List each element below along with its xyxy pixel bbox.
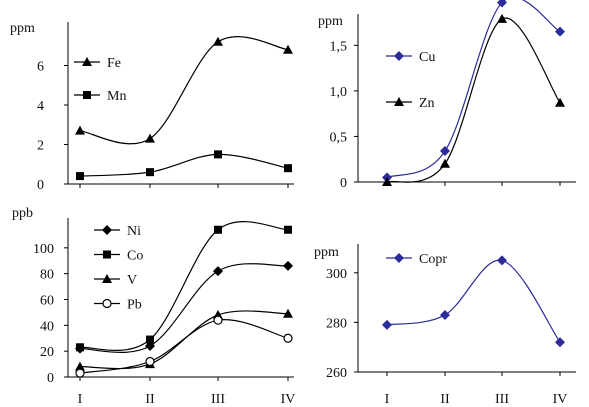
x-tick-label: IV (553, 392, 568, 407)
series-line-pb (80, 320, 288, 373)
y-tick-label: 40 (40, 319, 54, 334)
data-point-zn (555, 98, 565, 107)
y-tick-label: 20 (40, 345, 54, 360)
data-point-cu (555, 27, 565, 37)
data-point-copr (382, 320, 392, 330)
x-tick-label: II (145, 392, 155, 407)
series-line-copr (387, 260, 560, 342)
data-point-pb (76, 369, 84, 377)
legend-label: Copr (419, 252, 447, 267)
legend-label: Fe (107, 56, 121, 71)
data-point-mn (76, 172, 84, 180)
x-tick-label: III (211, 392, 225, 407)
series-copr (382, 255, 565, 347)
data-point-co (284, 226, 292, 234)
legend-item-copr: Copr (386, 252, 447, 267)
series-line-zn (387, 18, 560, 182)
legend-item-fe: Fe (74, 56, 121, 71)
legend-marker-copr (394, 253, 404, 263)
legend-label: Pb (127, 298, 142, 313)
legend-label: Mn (107, 89, 126, 104)
legend-item-ni: Ni (94, 224, 141, 239)
legend-marker-mn (83, 91, 91, 99)
legend-label: V (127, 273, 137, 288)
y-tick-label: 0 (340, 176, 347, 191)
chart-panel-1: ppm 0 2 4 6 Fe Mn (10, 21, 294, 193)
data-point-fe (145, 134, 155, 143)
y-unit-label: ppm (314, 245, 339, 260)
data-point-ni (213, 266, 223, 276)
y-tick-label: 1,0 (330, 85, 348, 100)
data-point-copr (555, 337, 565, 347)
x-tick-label: III (495, 392, 509, 407)
y-unit-label: ppm (318, 14, 343, 29)
y-unit-label: ppb (12, 206, 33, 221)
y-unit-label: ppm (10, 21, 35, 36)
data-point-pb (284, 334, 292, 342)
data-point-mn (284, 164, 292, 172)
y-tick-label: 60 (40, 294, 54, 309)
data-point-pb (146, 358, 154, 366)
legend-item-zn: Zn (386, 96, 435, 111)
legend-label: Co (127, 249, 143, 264)
data-point-copr (497, 255, 507, 265)
data-point-co (214, 226, 222, 234)
legend-marker-ni (102, 225, 112, 235)
legend-item-pb: Pb (94, 298, 142, 313)
data-point-co (146, 336, 154, 344)
y-tick-label: 100 (33, 242, 54, 257)
y-tick-label: 1,5 (330, 39, 348, 54)
series-mn (76, 150, 292, 180)
legend-label: Ni (127, 224, 141, 239)
y-tick-label: 4 (37, 99, 44, 114)
series-co (76, 222, 292, 352)
y-tick-label: 260 (326, 366, 347, 381)
x-tick-label: II (440, 392, 450, 407)
data-point-fe (75, 126, 85, 135)
data-point-fe (213, 37, 223, 46)
y-tick-label: 280 (326, 316, 347, 331)
legend-item-co: Co (94, 249, 143, 264)
data-point-mn (214, 150, 222, 158)
y-tick-label: 0 (37, 178, 44, 193)
y-tick-label: 6 (37, 60, 44, 75)
y-tick-label: 0,5 (330, 130, 348, 145)
series-zn (382, 14, 565, 186)
legend-label: Cu (419, 50, 435, 65)
x-tick-label: I (78, 392, 83, 407)
data-point-pb (214, 316, 222, 324)
series-line-co (80, 222, 288, 351)
x-tick-label: I (385, 392, 390, 407)
x-tick-label: IV (281, 392, 296, 407)
data-point-co (76, 343, 84, 351)
series-line-cu (387, 0, 560, 177)
series-cu (382, 0, 565, 182)
data-point-mn (146, 168, 154, 176)
data-point-zn (440, 159, 450, 168)
legend-item-cu: Cu (386, 50, 435, 65)
y-tick-label: 2 (37, 139, 44, 154)
data-point-copr (440, 310, 450, 320)
legend-marker-pb (103, 300, 111, 308)
legend-label: Zn (419, 96, 435, 111)
legend-item-mn: Mn (74, 89, 126, 104)
legend-item-v: V (94, 273, 137, 288)
legend-marker-co (103, 251, 111, 259)
y-tick-label: 300 (326, 267, 347, 282)
data-point-cu (440, 146, 450, 156)
data-point-ni (283, 261, 293, 271)
series-line-v (80, 311, 288, 369)
y-tick-label: 0 (47, 371, 54, 386)
legend-marker-cu (394, 51, 404, 61)
chart-panel-2: ppm 0 0,5 1,0 1,5 Cu Zn (318, 0, 576, 191)
y-tick-label: 80 (40, 268, 54, 283)
series-line-mn (80, 154, 288, 176)
